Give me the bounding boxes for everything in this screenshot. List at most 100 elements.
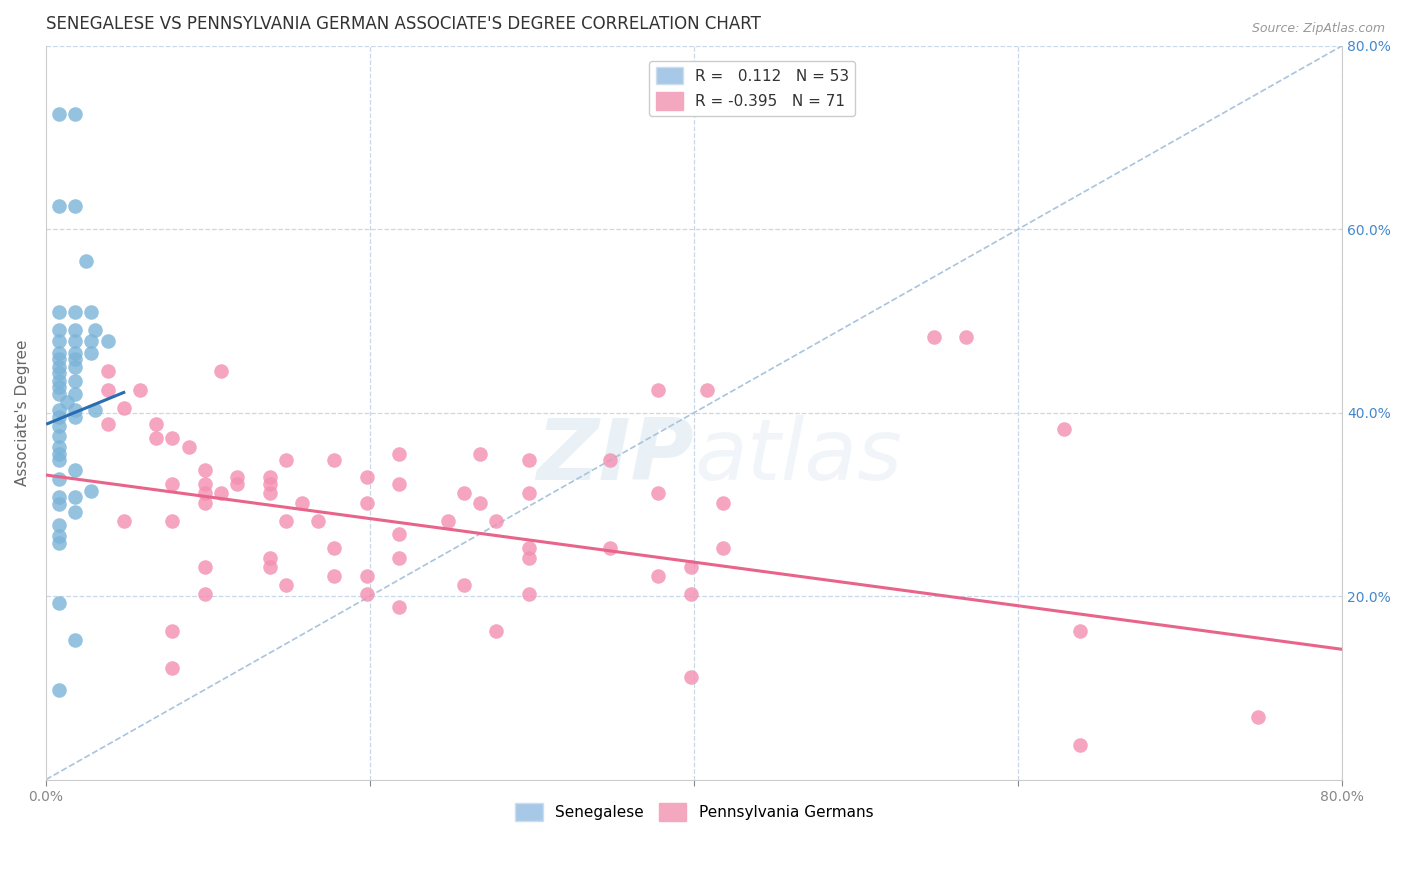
Point — [48, 597, 70, 611]
Point — [48, 107, 70, 121]
Point — [76, 254, 98, 268]
Point — [48, 682, 70, 697]
Text: ZIP: ZIP — [537, 415, 695, 498]
Point — [194, 587, 217, 601]
Point — [209, 486, 232, 500]
Point — [194, 495, 217, 509]
Point — [80, 304, 103, 318]
Text: SENEGALESE VS PENNSYLVANIA GERMAN ASSOCIATE'S DEGREE CORRELATION CHART: SENEGALESE VS PENNSYLVANIA GERMAN ASSOCI… — [46, 15, 761, 33]
Point — [453, 486, 475, 500]
Point — [48, 304, 70, 318]
Point — [63, 403, 86, 417]
Point — [259, 486, 281, 500]
Point — [291, 495, 314, 509]
Point — [453, 578, 475, 592]
Point — [96, 417, 118, 431]
Point — [1069, 624, 1091, 638]
Point — [63, 107, 86, 121]
Point — [63, 334, 86, 348]
Point — [80, 334, 103, 348]
Point — [388, 526, 411, 541]
Point — [356, 495, 378, 509]
Point — [48, 387, 70, 401]
Point — [48, 334, 70, 348]
Point — [599, 541, 621, 556]
Point — [48, 497, 70, 511]
Point — [485, 514, 508, 528]
Point — [517, 453, 540, 467]
Point — [48, 366, 70, 380]
Point — [437, 514, 460, 528]
Point — [470, 447, 492, 461]
Point — [517, 486, 540, 500]
Point — [63, 462, 86, 476]
Point — [162, 661, 184, 675]
Point — [48, 352, 70, 367]
Point — [63, 387, 86, 401]
Point — [48, 410, 70, 425]
Point — [323, 453, 346, 467]
Point — [1052, 422, 1074, 436]
Point — [112, 514, 135, 528]
Point — [63, 359, 86, 374]
Point — [63, 505, 86, 519]
Point — [177, 441, 200, 455]
Point — [129, 383, 152, 397]
Point — [48, 447, 70, 461]
Point — [711, 495, 734, 509]
Point — [48, 472, 70, 486]
Point — [162, 431, 184, 445]
Point — [388, 600, 411, 615]
Point — [259, 559, 281, 574]
Point — [388, 447, 411, 461]
Point — [83, 323, 105, 337]
Point — [647, 486, 669, 500]
Point — [63, 199, 86, 213]
Point — [517, 550, 540, 565]
Point — [356, 587, 378, 601]
Point — [145, 431, 167, 445]
Point — [48, 490, 70, 504]
Point — [388, 477, 411, 491]
Point — [145, 417, 167, 431]
Point — [194, 559, 217, 574]
Point — [48, 403, 70, 417]
Point — [63, 346, 86, 360]
Point — [63, 633, 86, 648]
Point — [63, 410, 86, 425]
Point — [274, 578, 297, 592]
Point — [1247, 710, 1270, 724]
Point — [226, 477, 249, 491]
Point — [63, 352, 86, 367]
Point — [679, 670, 702, 684]
Point — [162, 477, 184, 491]
Point — [194, 477, 217, 491]
Point — [955, 330, 977, 344]
Point — [80, 483, 103, 498]
Point — [307, 514, 329, 528]
Point — [323, 569, 346, 583]
Point — [194, 462, 217, 476]
Point — [83, 403, 105, 417]
Point — [194, 486, 217, 500]
Point — [356, 470, 378, 484]
Point — [48, 199, 70, 213]
Point — [56, 394, 79, 409]
Point — [96, 334, 118, 348]
Point — [388, 550, 411, 565]
Point — [48, 323, 70, 337]
Point — [48, 419, 70, 434]
Point — [63, 323, 86, 337]
Point — [112, 401, 135, 415]
Point — [48, 346, 70, 360]
Point — [48, 517, 70, 532]
Text: Source: ZipAtlas.com: Source: ZipAtlas.com — [1251, 22, 1385, 36]
Point — [48, 359, 70, 374]
Point — [96, 364, 118, 378]
Point — [647, 569, 669, 583]
Point — [48, 536, 70, 550]
Point — [696, 383, 718, 397]
Point — [470, 495, 492, 509]
Point — [63, 374, 86, 388]
Point — [80, 346, 103, 360]
